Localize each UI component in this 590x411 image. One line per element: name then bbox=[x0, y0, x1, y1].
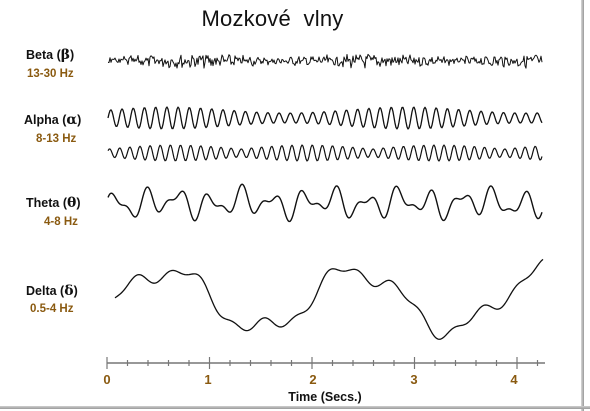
band-label-beta: Beta (β) bbox=[26, 47, 75, 63]
figure-title: Mozkové vlny bbox=[201, 6, 344, 31]
band-symbol-theta: θ bbox=[66, 195, 77, 211]
alpha-waveform-lower bbox=[107, 144, 543, 162]
page-shadow-bottom bbox=[0, 406, 590, 409]
beta-waveform bbox=[107, 53, 543, 69]
tick-label-4: 4 bbox=[510, 372, 518, 387]
tick-label-3: 3 bbox=[410, 372, 418, 387]
band-symbol-beta: β bbox=[60, 47, 71, 63]
band-name-theta: Theta bbox=[26, 196, 60, 210]
time-axis-title: Time (Secs.) bbox=[288, 390, 362, 404]
band-range-beta: 13-30 Hz bbox=[27, 68, 74, 80]
band-range-theta: 4-8 Hz bbox=[44, 216, 78, 228]
time-axis-ticks bbox=[106, 357, 539, 369]
alpha-waveform-upper bbox=[107, 106, 543, 130]
tick-label-2: 2 bbox=[309, 372, 317, 387]
band-name-beta: Beta bbox=[26, 48, 54, 62]
band-name-alpha: Alpha bbox=[24, 113, 59, 127]
band-label-delta: Delta (δ) bbox=[26, 283, 78, 299]
tick-label-1: 1 bbox=[204, 372, 212, 387]
band-name-delta: Delta bbox=[26, 284, 57, 298]
band-label-alpha: Alpha (α) bbox=[24, 112, 82, 128]
delta-waveform bbox=[114, 258, 544, 340]
theta-waveform bbox=[107, 183, 543, 223]
band-range-delta: 0.5-4 Hz bbox=[30, 303, 74, 315]
band-range-alpha: 8-13 Hz bbox=[36, 133, 77, 145]
tick-label-0: 0 bbox=[103, 372, 111, 387]
band-label-theta: Theta (θ) bbox=[26, 195, 81, 211]
band-symbol-delta: δ bbox=[64, 283, 74, 299]
page-shadow-right bbox=[581, 0, 584, 411]
band-symbol-alpha: α bbox=[66, 112, 78, 128]
